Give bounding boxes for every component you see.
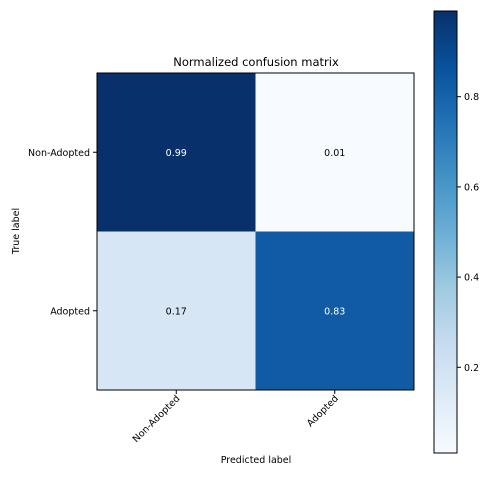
y-axis-label: True label xyxy=(11,208,22,255)
y-tick-group: Non-Adopted Adopted xyxy=(28,148,97,317)
x-tick-group: Non-Adopted Adopted xyxy=(131,390,341,445)
colorbar-tick-label: 0.8 xyxy=(464,92,479,103)
colorbar xyxy=(433,10,458,454)
colorbar-tick-group: 0.2 0.4 0.6 0.8 xyxy=(457,92,479,374)
y-tick-label: Adopted xyxy=(50,306,90,317)
cell-value-label: 0.01 xyxy=(324,148,345,159)
matrix-cell-labels: 0.99 0.01 0.17 0.83 xyxy=(166,148,346,318)
cell-value-label: 0.83 xyxy=(324,306,345,317)
cell-value-label: 0.17 xyxy=(166,306,187,317)
plot-frame xyxy=(96,72,415,391)
x-tick-label: Non-Adopted xyxy=(131,393,183,445)
colorbar-tick-label: 0.6 xyxy=(464,182,479,193)
colorbar-tick-label: 0.2 xyxy=(464,363,479,374)
matrix-cells xyxy=(97,73,414,390)
x-axis-label: Predicted label xyxy=(221,455,292,466)
matrix-cell-r1-c0 xyxy=(97,231,256,390)
chart-title: Normalized confusion matrix xyxy=(173,55,339,69)
matrix-cell-r0-c1 xyxy=(255,73,414,232)
y-tick-label: Non-Adopted xyxy=(28,148,90,159)
cell-value-label: 0.99 xyxy=(166,148,187,159)
x-tick-label: Adopted xyxy=(305,393,341,429)
colorbar-tick-label: 0.4 xyxy=(464,273,479,284)
matrix-cell-r1-c1 xyxy=(255,231,414,390)
matrix-cell-r0-c0 xyxy=(97,73,256,232)
